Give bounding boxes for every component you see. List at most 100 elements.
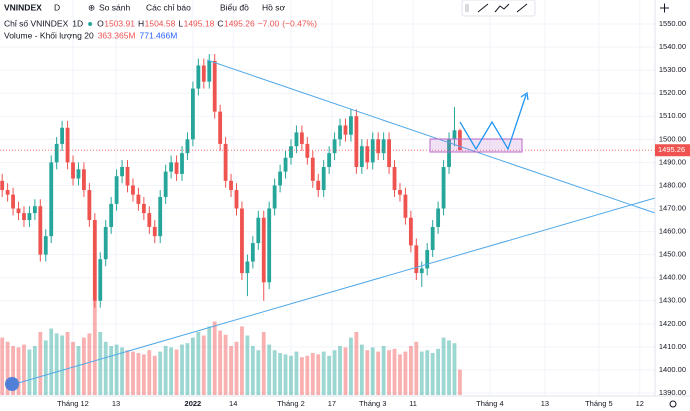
candle-body bbox=[125, 166, 130, 186]
tool-path[interactable] bbox=[494, 3, 510, 13]
volume-pane bbox=[0, 300, 462, 395]
volume-bar bbox=[147, 350, 152, 395]
candle-body bbox=[103, 226, 108, 260]
candle-body bbox=[82, 169, 86, 191]
zone-box bbox=[429, 138, 523, 153]
y-tick-label: 1460.00 bbox=[659, 227, 686, 236]
candle-body bbox=[387, 139, 391, 167]
volume-bar bbox=[289, 355, 293, 395]
volume-bar bbox=[321, 351, 326, 395]
symbol[interactable]: VNINDEX bbox=[4, 2, 42, 12]
ohlc-letter: C bbox=[217, 18, 223, 28]
candle-body bbox=[114, 176, 119, 204]
volume-bar bbox=[5, 341, 10, 395]
candle-body bbox=[174, 162, 179, 174]
candle-body bbox=[267, 208, 272, 283]
interval[interactable]: D bbox=[54, 2, 60, 12]
volume-bar bbox=[425, 350, 430, 395]
tool-ray[interactable] bbox=[516, 3, 528, 13]
settings-icon[interactable] bbox=[669, 400, 677, 408]
volume-bar bbox=[196, 332, 201, 395]
volume-bar bbox=[299, 357, 304, 395]
volume-bar bbox=[327, 355, 332, 395]
candle-body bbox=[49, 162, 54, 237]
volume-bar bbox=[16, 347, 21, 395]
candle-body bbox=[32, 206, 37, 214]
candle-body bbox=[354, 116, 359, 167]
candle-body bbox=[261, 217, 266, 283]
volume-bar bbox=[201, 335, 206, 395]
volume-bar bbox=[32, 346, 37, 395]
drawings bbox=[7, 59, 656, 387]
candle-body bbox=[278, 171, 282, 186]
x-tick-label: 2022 bbox=[185, 399, 202, 408]
candle-body bbox=[87, 190, 92, 221]
volume-bar bbox=[441, 337, 446, 395]
volume-bar bbox=[114, 344, 119, 395]
candle-body bbox=[392, 166, 397, 191]
x-tick-label: Tháng 3 bbox=[359, 399, 387, 408]
y-tick-label: 1430.00 bbox=[659, 296, 686, 305]
volume-bar bbox=[109, 346, 114, 395]
volume-bar bbox=[185, 343, 190, 395]
ohlc-letter: L bbox=[178, 18, 183, 28]
volume-bar bbox=[338, 346, 342, 395]
volume-bar bbox=[261, 332, 266, 395]
y-tick-label: 1530.00 bbox=[659, 65, 686, 74]
profile[interactable]: Hồ sơ bbox=[262, 2, 285, 12]
indicators[interactable]: Các chỉ báo bbox=[146, 2, 191, 12]
volume-bar bbox=[398, 354, 402, 395]
y-tick-label: 1470.00 bbox=[659, 203, 686, 212]
plus-icon[interactable]: ⊕ bbox=[88, 2, 95, 12]
volume-bar bbox=[332, 350, 337, 395]
candle-body bbox=[452, 130, 457, 140]
volume-bar bbox=[207, 326, 212, 395]
volume-bar bbox=[22, 344, 26, 395]
volume-bar bbox=[272, 350, 277, 395]
candle-body bbox=[136, 194, 141, 204]
crosshair-icon[interactable] bbox=[660, 3, 669, 13]
volume-bar bbox=[92, 300, 97, 395]
volume-bar bbox=[27, 349, 32, 395]
candle-body bbox=[5, 190, 10, 195]
ohlc-letter: H bbox=[138, 18, 144, 28]
candle-body bbox=[327, 153, 332, 167]
candle-body bbox=[92, 220, 97, 301]
candle-body bbox=[316, 180, 321, 191]
volume-bar bbox=[316, 354, 321, 395]
y-tick-label: 1410.00 bbox=[659, 342, 686, 351]
toolbar: VNINDEX D ⊕ So sánh Các chỉ báo Biểu đồ … bbox=[4, 0, 677, 408]
candle-body bbox=[283, 157, 288, 172]
y-tick-label: 1480.00 bbox=[659, 180, 686, 189]
volume-bar bbox=[370, 347, 375, 395]
candle-body bbox=[430, 226, 435, 251]
tool-line[interactable] bbox=[477, 3, 489, 13]
candle-body bbox=[60, 127, 65, 144]
y-tick-label: 1500.00 bbox=[659, 134, 686, 143]
y-tick-label: 1510.00 bbox=[659, 111, 686, 120]
candle-body bbox=[321, 166, 326, 191]
candle-body bbox=[11, 194, 15, 209]
compare[interactable]: So sánh bbox=[99, 2, 130, 12]
volume-bar bbox=[419, 351, 424, 395]
candle-body bbox=[76, 169, 81, 179]
chart-type[interactable]: Biểu đồ bbox=[220, 2, 249, 12]
volume-bar bbox=[0, 337, 5, 395]
volume-bar bbox=[174, 349, 179, 395]
candle-body bbox=[0, 180, 5, 191]
status-dot bbox=[88, 22, 93, 26]
volume-bar bbox=[98, 332, 103, 395]
candle-body bbox=[305, 143, 310, 158]
volume-bar bbox=[387, 350, 391, 395]
volume-bar bbox=[38, 332, 43, 395]
x-tick-label: Tháng 2 bbox=[277, 399, 305, 408]
x-tick-label: 13 bbox=[112, 399, 120, 408]
y-tick-label: 1520.00 bbox=[659, 88, 686, 97]
volume-bar bbox=[245, 335, 250, 395]
candle-body bbox=[359, 146, 364, 167]
x-tick-label: Tháng 4 bbox=[476, 399, 504, 408]
x-tick-label: 12 bbox=[636, 399, 644, 408]
volume-bar bbox=[408, 346, 413, 395]
candle-body bbox=[414, 245, 419, 274]
